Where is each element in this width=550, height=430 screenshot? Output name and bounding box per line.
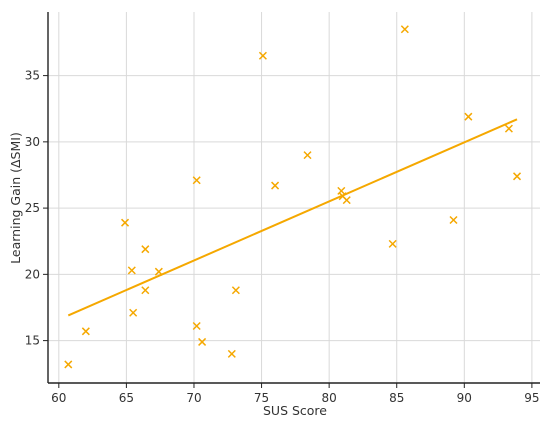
data-point-stroke xyxy=(338,192,347,201)
data-point-stroke xyxy=(141,286,150,295)
data-point-stroke xyxy=(192,176,201,185)
data-point xyxy=(512,172,522,181)
data-point xyxy=(400,25,409,34)
x-tick-label: 75 xyxy=(254,391,269,405)
x-axis-label: SUS Score xyxy=(263,403,327,418)
x-tick-label: 70 xyxy=(186,391,201,405)
data-point-stroke xyxy=(512,172,522,181)
data-point-stroke xyxy=(198,337,207,346)
data-point xyxy=(342,196,351,205)
trendline xyxy=(67,118,518,317)
data-point-stroke xyxy=(227,349,236,358)
data-point-stroke xyxy=(231,286,240,295)
data-point xyxy=(81,327,90,336)
trend-layer xyxy=(67,118,518,317)
data-point xyxy=(129,308,138,317)
data-point xyxy=(303,151,312,160)
x-tick-label: 60 xyxy=(51,391,66,405)
axes-layer: 60 65 70 75 80 85 90 95 15 20 25 30 35 xyxy=(25,12,540,405)
data-point xyxy=(388,239,397,248)
y-tick-label: 15 xyxy=(25,334,40,348)
y-axis-label: Learning Gain (ΔSMI) xyxy=(8,132,23,264)
data-point xyxy=(464,112,473,121)
grid-layer xyxy=(48,12,540,383)
data-point-stroke xyxy=(154,267,163,276)
data-point xyxy=(227,349,236,358)
data-point-stroke xyxy=(342,196,351,205)
data-point-stroke xyxy=(271,181,280,190)
data-point xyxy=(192,176,201,185)
points-layer xyxy=(64,25,522,369)
data-point-stroke xyxy=(127,266,136,275)
data-point-stroke xyxy=(388,239,397,248)
x-tick-label: 85 xyxy=(389,391,404,405)
data-point-stroke xyxy=(129,308,138,317)
data-point xyxy=(64,360,73,369)
data-point xyxy=(231,286,240,295)
data-point xyxy=(141,245,150,254)
data-point xyxy=(141,286,150,295)
data-point-stroke xyxy=(81,327,90,336)
data-point-stroke xyxy=(121,218,130,227)
data-point-stroke xyxy=(141,245,150,254)
data-point xyxy=(198,337,207,346)
y-tick-label: 20 xyxy=(25,267,40,281)
data-point-stroke xyxy=(449,215,458,225)
x-tick-label: 65 xyxy=(119,391,134,405)
data-point-stroke xyxy=(258,51,267,60)
data-point xyxy=(504,124,513,133)
x-tick-label: 80 xyxy=(322,391,337,405)
data-point-stroke xyxy=(400,25,409,34)
data-point xyxy=(258,51,267,60)
y-tick-label: 35 xyxy=(25,69,40,83)
x-tick-label: 90 xyxy=(457,391,472,405)
data-point xyxy=(127,266,136,275)
data-point xyxy=(271,181,280,190)
data-point-stroke xyxy=(192,321,201,331)
x-tick-label: 95 xyxy=(524,391,539,405)
data-point-stroke xyxy=(464,112,473,121)
data-point xyxy=(121,218,130,227)
data-point-stroke xyxy=(64,360,73,369)
data-point xyxy=(192,321,201,331)
data-point xyxy=(154,267,163,276)
data-point xyxy=(449,215,458,225)
y-tick-label: 30 xyxy=(25,135,40,149)
data-point-stroke xyxy=(303,151,312,160)
y-tick-label: 25 xyxy=(25,201,40,215)
data-point-stroke xyxy=(504,124,513,133)
